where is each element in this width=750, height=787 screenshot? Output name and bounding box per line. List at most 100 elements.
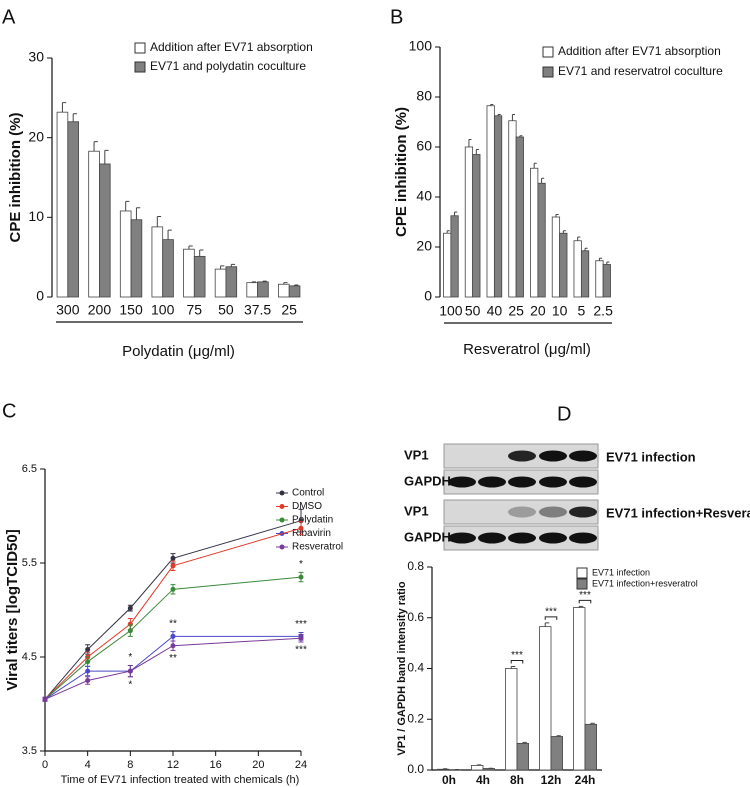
blot-band-label: VP1 [404,503,429,518]
bar [443,232,452,298]
bar [214,268,227,298]
bar [551,216,561,298]
blot-band [448,532,476,544]
x-tick-label: 24 [295,759,307,771]
error-bar [544,622,550,627]
blot-title: EV71 infection [606,449,696,464]
x-axis-label: Resveratrol (μg/ml) [463,341,591,358]
x-tick-label: 16 [210,759,222,771]
error-bar [584,247,588,251]
error-bar [598,257,603,261]
bar [537,182,546,298]
point [42,696,48,702]
legend-label: EV71 infection [592,567,650,577]
blot-title: EV71 infection+Resveratrol [606,505,750,520]
series-line [44,520,302,700]
blot-band [539,476,567,488]
significance-label: ** [169,618,177,629]
bar [450,215,459,298]
point [85,646,91,652]
x-tick-label: 4h [476,773,490,787]
significance-label: *** [579,590,591,601]
bar [151,226,164,298]
bar [472,154,481,298]
bar [119,210,132,298]
significance-label: *** [545,606,557,617]
y-tick-label: 0.6 [407,610,424,624]
bar [559,232,568,298]
bar [602,264,611,298]
point [298,635,304,641]
y-tick-label: 20 [28,128,44,144]
legend-swatch [576,567,588,579]
error-bar [541,177,545,184]
error-bar [199,249,204,257]
blot-band-label: GAPDH [404,529,451,544]
point [170,586,176,592]
bar [508,120,517,298]
y-tick-label: 0 [424,288,432,304]
bar [486,105,495,298]
error-bar [562,230,566,234]
point [127,605,133,611]
bar [183,248,195,298]
significance-bracket [578,599,592,604]
blot-band [448,476,476,488]
panel-letter: C [2,400,16,422]
legend-label: Control [292,488,324,499]
legend-swatch [576,578,588,590]
legend-label: Resveratrol [292,542,343,553]
x-tick-label: 5 [577,303,585,319]
error-bar [156,216,162,227]
x-tick-label: 12h [541,773,562,787]
error-bar [533,162,537,169]
blot-band-label: GAPDH [404,473,451,488]
error-bar [606,261,610,265]
bar [246,282,258,298]
significance-label: *** [511,650,523,661]
y-tick-label: 0 [36,288,44,304]
error-bar [442,768,448,770]
y-tick-label: 80 [416,88,432,104]
point [170,633,176,639]
bar [278,283,290,298]
error-bar [556,735,561,737]
bar [67,121,79,298]
x-tick-label: 50 [218,302,234,318]
blot-band [508,476,536,488]
error-bar [104,149,109,164]
x-tick-label: 100 [151,302,175,318]
significance-bracket [510,659,524,664]
bar [130,219,143,298]
significance-label: *** [295,645,307,656]
error-bar [577,236,581,241]
error-bar [283,282,288,285]
x-tick-label: 4 [85,759,91,771]
panel-letter: D [557,403,571,425]
error-bar [446,230,450,234]
x-tick-label: 8h [510,773,524,787]
y-tick-label: 30 [28,49,44,65]
x-tick-label: 200 [88,302,112,318]
legend-label: Addition after EV71 absorption [558,44,721,58]
error-bar [135,207,141,220]
bar [193,255,206,298]
blot-band [478,476,506,488]
error-bar [497,114,501,116]
y-axis-label: CPE inhibition (%) [393,107,410,237]
x-tick-label: 25 [508,303,524,319]
legend-label: EV71 and reservatrol coculture [558,64,723,78]
x-tick-label: 2.5 [593,303,613,319]
x-tick-label: 75 [187,302,203,318]
significance-label: *** [295,619,307,630]
x-tick-label: 20 [252,759,264,771]
bar [99,163,111,298]
error-bar [294,284,299,286]
error-bar [522,741,527,744]
y-tick-label: 20 [416,238,432,254]
error-bar [475,149,479,155]
significance-label: * [128,652,132,663]
blot-band [539,532,567,544]
